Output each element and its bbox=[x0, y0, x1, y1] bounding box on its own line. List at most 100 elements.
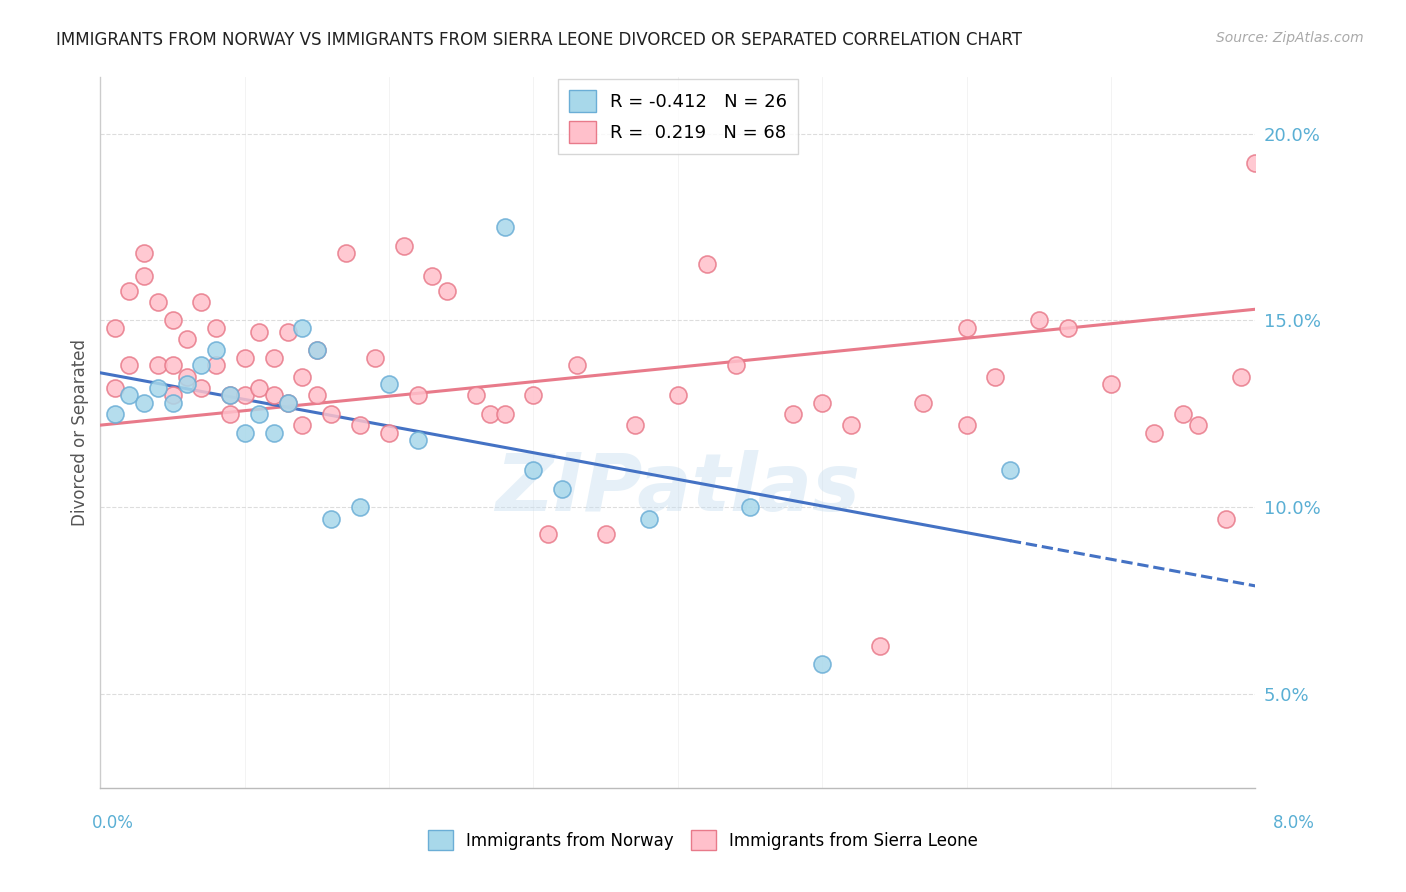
Point bbox=[205, 359, 228, 373]
Point bbox=[190, 359, 212, 373]
Point bbox=[464, 388, 486, 402]
Point bbox=[277, 395, 299, 409]
Point bbox=[955, 418, 977, 433]
Point bbox=[146, 294, 169, 309]
Point bbox=[1099, 377, 1122, 392]
Point bbox=[638, 511, 661, 525]
Point bbox=[436, 284, 458, 298]
Y-axis label: Divorced or Separated: Divorced or Separated bbox=[72, 339, 89, 526]
Point bbox=[305, 343, 328, 358]
Point bbox=[104, 407, 127, 421]
Point bbox=[162, 395, 184, 409]
Point bbox=[363, 351, 385, 365]
Point bbox=[190, 381, 212, 395]
Point bbox=[479, 407, 502, 421]
Point bbox=[321, 407, 343, 421]
Point bbox=[162, 313, 184, 327]
Point bbox=[392, 238, 415, 252]
Point bbox=[162, 388, 184, 402]
Point bbox=[263, 351, 285, 365]
Point bbox=[1187, 418, 1209, 433]
Point bbox=[176, 332, 198, 346]
Point bbox=[176, 369, 198, 384]
Point bbox=[912, 395, 935, 409]
Point bbox=[839, 418, 862, 433]
Point bbox=[146, 381, 169, 395]
Point bbox=[724, 359, 747, 373]
Point bbox=[263, 388, 285, 402]
Point bbox=[291, 369, 314, 384]
Point bbox=[666, 388, 689, 402]
Point bbox=[277, 325, 299, 339]
Point bbox=[551, 482, 574, 496]
Point bbox=[998, 463, 1021, 477]
Point bbox=[263, 425, 285, 440]
Point bbox=[146, 359, 169, 373]
Point bbox=[118, 284, 141, 298]
Point bbox=[132, 246, 155, 260]
Point bbox=[219, 388, 242, 402]
Point bbox=[1056, 321, 1078, 335]
Point bbox=[1028, 313, 1050, 327]
Point bbox=[1143, 425, 1166, 440]
Point bbox=[291, 418, 314, 433]
Point bbox=[349, 418, 371, 433]
Text: 0.0%: 0.0% bbox=[91, 814, 134, 831]
Point bbox=[811, 395, 834, 409]
Point bbox=[219, 388, 242, 402]
Point bbox=[349, 500, 371, 515]
Text: 8.0%: 8.0% bbox=[1272, 814, 1315, 831]
Point bbox=[1173, 407, 1195, 421]
Point bbox=[378, 425, 401, 440]
Point bbox=[247, 381, 270, 395]
Point bbox=[305, 388, 328, 402]
Point bbox=[219, 407, 242, 421]
Point bbox=[233, 425, 256, 440]
Point bbox=[811, 657, 834, 672]
Legend: R = -0.412   N = 26, R =  0.219   N = 68: R = -0.412 N = 26, R = 0.219 N = 68 bbox=[558, 79, 799, 154]
Point bbox=[406, 433, 429, 447]
Point bbox=[233, 388, 256, 402]
Point bbox=[595, 526, 617, 541]
Point bbox=[494, 219, 516, 234]
Point bbox=[422, 268, 444, 283]
Text: IMMIGRANTS FROM NORWAY VS IMMIGRANTS FROM SIERRA LEONE DIVORCED OR SEPARATED COR: IMMIGRANTS FROM NORWAY VS IMMIGRANTS FRO… bbox=[56, 31, 1022, 49]
Point bbox=[1230, 369, 1253, 384]
Point bbox=[190, 294, 212, 309]
Point bbox=[321, 511, 343, 525]
Point bbox=[205, 321, 228, 335]
Point bbox=[869, 639, 891, 653]
Point bbox=[291, 321, 314, 335]
Legend: Immigrants from Norway, Immigrants from Sierra Leone: Immigrants from Norway, Immigrants from … bbox=[422, 823, 984, 857]
Point bbox=[623, 418, 645, 433]
Point bbox=[565, 359, 588, 373]
Point bbox=[335, 246, 357, 260]
Point bbox=[1244, 156, 1267, 170]
Text: ZIPatlas: ZIPatlas bbox=[495, 450, 860, 528]
Point bbox=[233, 351, 256, 365]
Point bbox=[305, 343, 328, 358]
Point bbox=[696, 257, 718, 271]
Point bbox=[118, 388, 141, 402]
Point bbox=[132, 395, 155, 409]
Point bbox=[104, 381, 127, 395]
Point bbox=[247, 325, 270, 339]
Point bbox=[1215, 511, 1237, 525]
Point bbox=[537, 526, 560, 541]
Point bbox=[205, 343, 228, 358]
Point bbox=[176, 377, 198, 392]
Point bbox=[277, 395, 299, 409]
Point bbox=[955, 321, 977, 335]
Point bbox=[162, 359, 184, 373]
Point bbox=[782, 407, 804, 421]
Point bbox=[378, 377, 401, 392]
Point bbox=[132, 268, 155, 283]
Point bbox=[118, 359, 141, 373]
Point bbox=[494, 407, 516, 421]
Point bbox=[247, 407, 270, 421]
Point bbox=[104, 321, 127, 335]
Point bbox=[984, 369, 1007, 384]
Point bbox=[406, 388, 429, 402]
Point bbox=[738, 500, 761, 515]
Point bbox=[522, 463, 544, 477]
